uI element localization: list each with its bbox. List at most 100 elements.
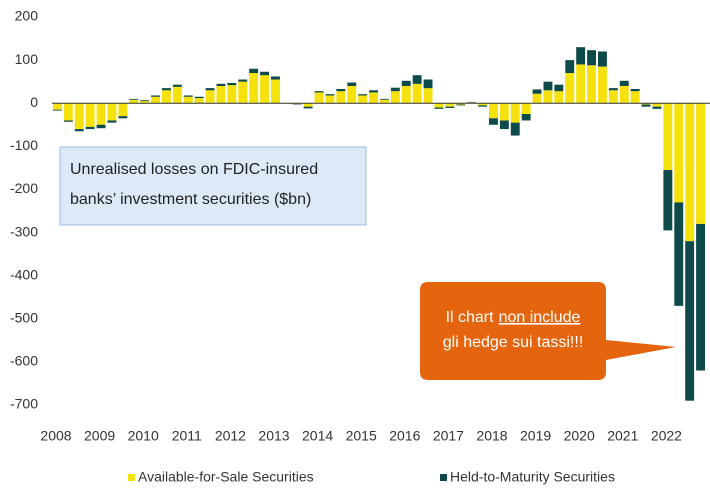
bar-segment [435,108,444,109]
bar-segment [653,103,662,106]
bar-segment [173,85,182,87]
bar-segment [64,120,73,121]
bar-segment [380,99,389,100]
bar-segment [260,75,269,103]
bar-segment [53,103,62,109]
y-tick-label: -100 [10,137,38,153]
callout-part: Il chart [446,309,495,326]
bar-segment [184,97,193,103]
x-tick-label: 2011 [172,428,202,444]
bar-segment [696,224,705,371]
callout-box [420,282,676,380]
bar-segment [315,91,324,92]
bar-segment [554,85,563,91]
bar-segment [511,103,520,122]
bar-segment [413,84,422,103]
bar-segment [435,103,444,107]
bar-segment [685,103,694,241]
bar-segment [64,103,73,120]
bar-segment [554,91,563,103]
bar-segment [184,95,193,96]
bar-segment [129,100,138,103]
bar-segment [315,92,324,103]
bar-segment [489,103,498,118]
bar-segment [424,88,433,103]
y-tick-label: -700 [10,396,38,412]
y-tick-label: 200 [15,8,39,24]
bar-segment [413,75,422,84]
bar-segment [522,103,531,114]
bar-segment [206,90,215,103]
bar-segment [696,103,705,224]
x-tick-label: 2020 [564,428,595,444]
annotation-line: banks’ investment securities ($bn) [70,191,311,208]
bar-segment [565,73,574,103]
bar-segment [620,81,629,86]
bar-segment [511,123,520,136]
x-tick-label: 2021 [607,428,638,444]
x-tick-label: 2022 [651,428,682,444]
bar-segment [544,82,553,91]
bar-segment [609,90,618,103]
bar-segment [336,91,345,103]
bar-segment [227,83,236,85]
bar-segment [347,83,356,86]
bar-segment [598,67,607,104]
bar-segment [522,114,531,120]
annotation-box [60,147,366,225]
y-tick-label: -600 [10,353,38,369]
bar-segment [609,88,618,90]
bar-segment [97,125,106,128]
bar-segment [380,100,389,103]
bar-segment [685,241,694,401]
bar-segment [576,64,585,103]
x-tick-label: 2014 [302,428,333,444]
bar-segment [663,103,672,170]
bar-segment [500,103,509,120]
bar-segment [576,47,585,64]
bar-segment [598,51,607,66]
legend-label: Available-for-Sale Securities [138,469,314,485]
bar-segment [304,107,313,109]
bar-segment [533,89,542,93]
bar-segment [151,97,160,103]
y-tick-label: 0 [30,94,38,110]
x-tick-label: 2016 [389,428,420,444]
bar-segment [347,86,356,103]
bar-segment [391,91,400,103]
bar-segment [674,103,683,202]
bar-segment [129,99,138,100]
y-tick-label: -500 [10,309,38,325]
callout-part: non include [499,309,581,326]
legend-swatch [440,474,447,481]
bar-segment [674,202,683,305]
x-tick-label: 2009 [84,428,115,444]
bar-segment [249,69,258,73]
bar-segment [587,65,596,103]
bar-segment [358,95,367,103]
bar-segment [478,105,487,106]
legend-swatch [128,474,135,481]
bar-segment [489,118,498,124]
bar-segment [456,105,465,106]
bar-segment [227,85,236,103]
bar-segment [162,88,171,90]
bar-segment [369,92,378,103]
bar-segment [206,88,215,90]
bar-segment [86,127,95,129]
bar-segment [402,86,411,103]
bar-segment [304,103,313,106]
x-tick-label: 2008 [40,428,71,444]
bar-segment [173,87,182,103]
annotation-line: Unrealised losses on FDIC-insured [70,161,318,178]
y-tick-label: -200 [10,180,38,196]
bar-segment [140,100,149,101]
bar-segment [326,94,335,95]
bar-segment [391,88,400,91]
bar-segment [118,116,127,118]
bar-segment [75,103,84,129]
bar-segment [663,170,672,230]
y-tick-label: -400 [10,266,38,282]
